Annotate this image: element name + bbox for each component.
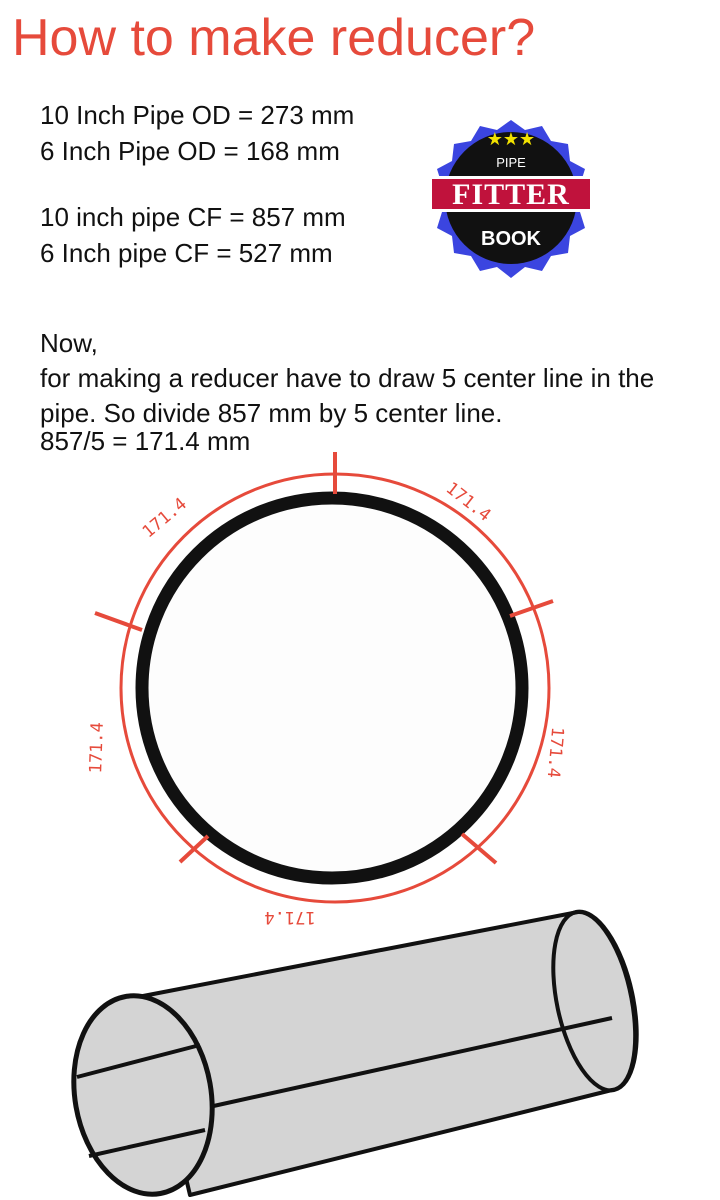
instruction-text: for making a reducer have to draw 5 cent…: [40, 363, 655, 429]
pipe-cylinder: [71, 909, 639, 1197]
calculation-text: 857/5 = 171.4 mm: [40, 426, 251, 456]
segment-label-left: 171.4: [86, 722, 108, 774]
center-mark-right: [509, 599, 554, 618]
badge-band: [432, 179, 590, 209]
segment-label-upper-left: 171.4: [139, 494, 191, 542]
cf-line-6-inch: 6 Inch pipe CF = 527 mm: [40, 238, 333, 268]
now-text: Now,: [40, 328, 98, 358]
badge-top-text: PIPE: [496, 155, 526, 170]
page-title: How to make reducer?: [12, 9, 536, 67]
center-mark-left: [94, 611, 143, 632]
center-mark-bottom-left: [178, 834, 210, 864]
stars-icon: ★★★: [487, 129, 535, 150]
cross-section: 171.4 171.4 171.4 171.4 171.4: [86, 452, 567, 927]
center-line-lower-face: [88, 1128, 206, 1158]
instruction-paragraph: Now, for making a reducer have to draw 5…: [40, 326, 680, 431]
pipe-wall-circle: [135, 491, 529, 885]
center-line-upper-face: [76, 1043, 201, 1079]
badge-bottom-text: BOOK: [481, 228, 542, 250]
reducer-diagram: 171.4 171.4 171.4 171.4 171.4: [71, 452, 639, 1197]
cf-line-10-inch: 10 inch pipe CF = 857 mm: [40, 202, 346, 232]
segment-label-bottom: 171.4: [264, 907, 315, 927]
pipe-fitter-book-logo: ★★★ PIPE FITTER BOOK: [428, 120, 594, 278]
cylinder-far-end: [551, 909, 639, 1093]
od-line-10-inch: 10 Inch Pipe OD = 273 mm: [40, 100, 355, 130]
center-mark-bottom-right: [460, 832, 498, 865]
badge-middle-text: FITTER: [452, 178, 570, 211]
cylinder-body: [141, 909, 638, 1197]
segment-label-right: 171.4: [543, 726, 567, 779]
cylinder-near-end: [71, 993, 215, 1197]
center-line-middle: [199, 1016, 613, 1111]
od-line-6-inch: 6 Inch Pipe OD = 168 mm: [40, 136, 340, 166]
